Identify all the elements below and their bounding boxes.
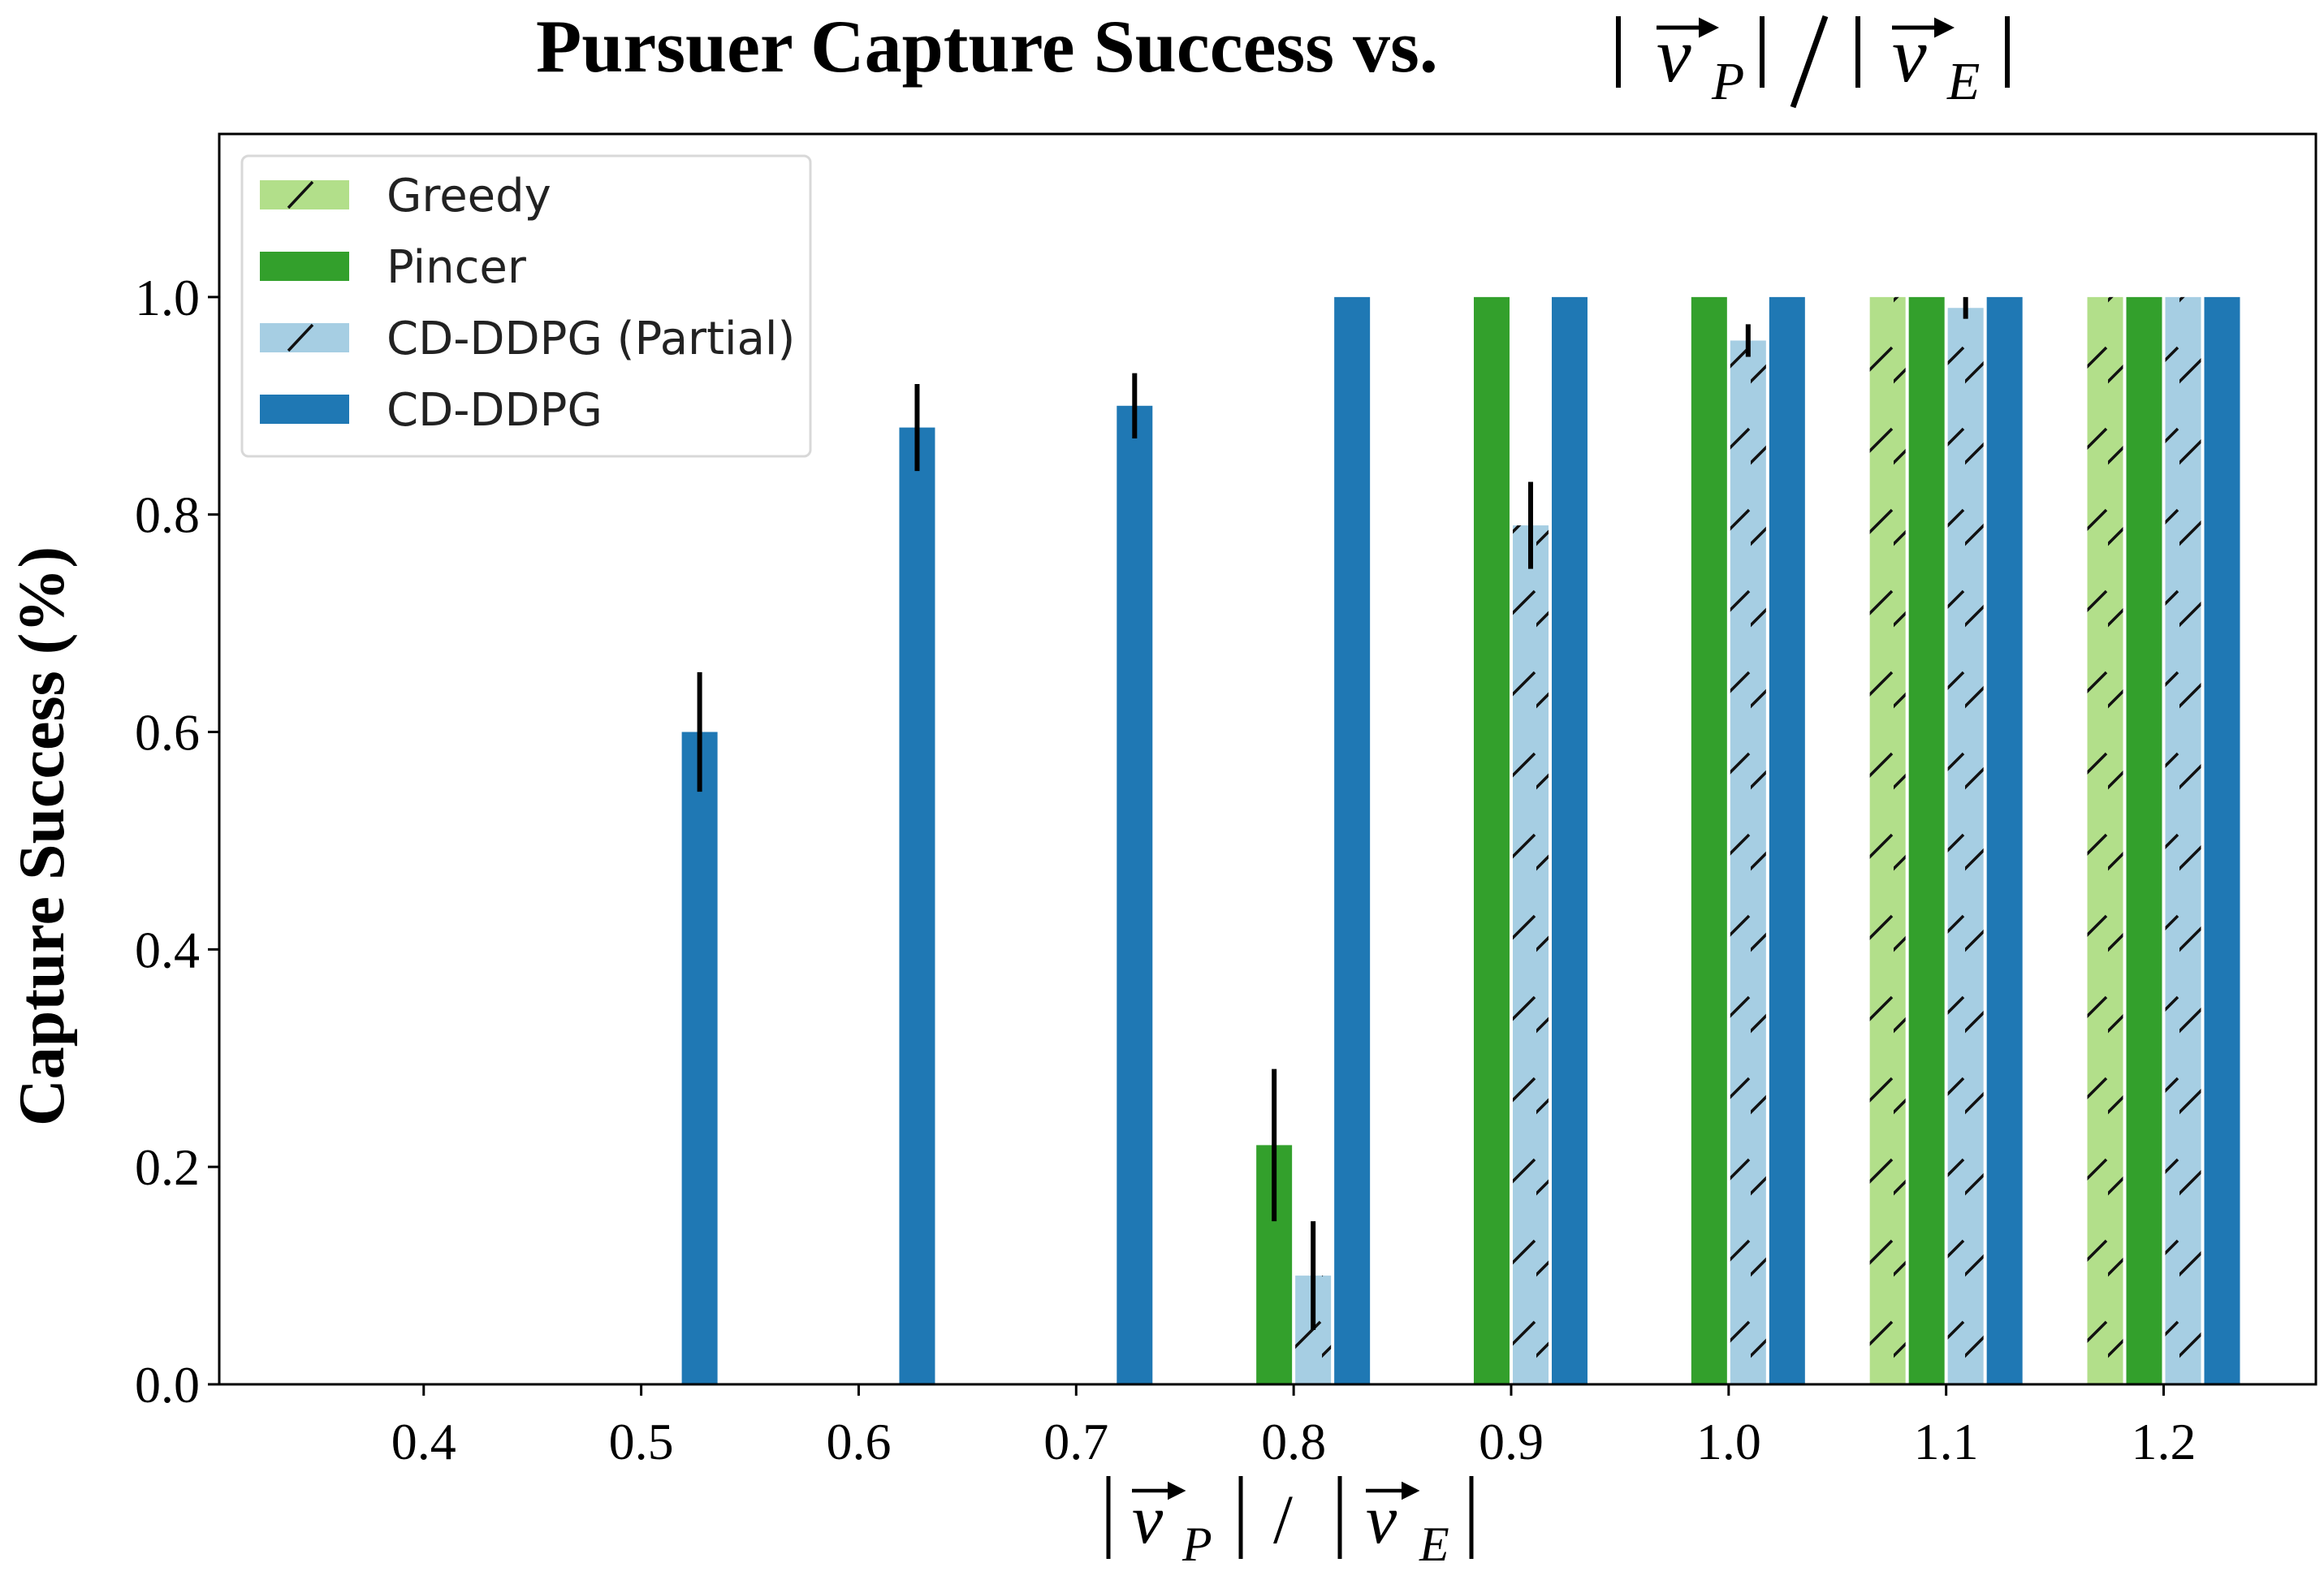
- title-velocity-symbol-e: v: [1892, 11, 1927, 98]
- bar-hatch-cd-ddpg-partial-0.9: [1512, 525, 1549, 1385]
- x-tick-label: 0.4: [391, 1413, 456, 1470]
- bar-hatch-cd-ddpg-partial-1.2: [2165, 296, 2201, 1384]
- x-tick-label: 0.9: [1479, 1413, 1544, 1470]
- title-velocity-symbol-p: v: [1657, 11, 1691, 98]
- xlabel-divider: /: [1273, 1480, 1293, 1558]
- y-tick-label: 1.0: [135, 269, 200, 326]
- bar-cd-ddpg-0.7: [1117, 405, 1153, 1385]
- y-tick-label: 0.2: [135, 1138, 200, 1196]
- x-tick-label: 0.8: [1261, 1413, 1326, 1470]
- x-tick-label: 0.5: [609, 1413, 674, 1470]
- x-tick-label: 1.2: [2132, 1413, 2197, 1470]
- bar-pincer-1.2: [2126, 296, 2162, 1384]
- x-tick-label: 1.0: [1696, 1413, 1761, 1470]
- bar-cd-ddpg-0.8: [1334, 296, 1371, 1384]
- bar-cd-ddpg-0.5: [681, 732, 718, 1384]
- plot-frame: [218, 132, 2318, 1386]
- y-tick-label: 0.6: [135, 704, 200, 762]
- bar-cd-ddpg-1.1: [1986, 296, 2023, 1384]
- legend-swatch-cd-ddpg-partial: [260, 323, 349, 352]
- x-axis-label: v P / v E: [1106, 1476, 1474, 1571]
- bar-pincer-1.0: [1691, 296, 1727, 1384]
- xlabel-velocity-symbol-e: v: [1366, 1480, 1397, 1558]
- error-bars-layer: [697, 296, 1968, 1331]
- chart-title: Pursuer Capture Success vs. v P v E: [536, 5, 2010, 111]
- legend-label-cd-ddpg-partial: CD-DDPG (Partial): [387, 313, 795, 365]
- legend: Greedy Pincer CD-DDPG (Partial) CD-DDPG: [240, 154, 812, 458]
- bar-pincer-1.1: [1908, 296, 1945, 1384]
- bar-hatch-cd-ddpg-partial-1.0: [1730, 340, 1766, 1384]
- bar-hatch-greedy-1.1: [1869, 296, 1906, 1384]
- bar-cd-ddpg-0.6: [899, 427, 935, 1385]
- legend-swatch-greedy: [260, 180, 349, 209]
- x-tick-label: 0.6: [826, 1413, 891, 1470]
- chart-title-prefix: Pursuer Capture Success vs.: [536, 5, 1438, 88]
- bar-pincer-0.9: [1473, 296, 1510, 1384]
- xlabel-subscript-p: P: [1181, 1517, 1212, 1571]
- bars-layer: [681, 296, 2240, 1385]
- legend-label-greedy: Greedy: [387, 170, 551, 222]
- bar-hatch-cd-ddpg-partial-1.1: [1947, 308, 1984, 1384]
- legend-box: [240, 154, 812, 458]
- legend-label-cd-ddpg: CD-DDPG: [387, 384, 603, 437]
- bar-cd-ddpg-1.0: [1769, 296, 1805, 1384]
- legend-swatch-hatch: [287, 180, 314, 209]
- x-tick-label: 0.7: [1043, 1413, 1108, 1470]
- bar-cd-ddpg-1.2: [2204, 296, 2240, 1384]
- x-axis-ticks: 0.4 0.5 0.6 0.7 0.8 0.9 1.0 1.1 1.2: [391, 1384, 2197, 1470]
- y-axis-label: Capture Success (%): [6, 546, 78, 1126]
- x-tick-label: 1.1: [1914, 1413, 1979, 1470]
- xlabel-velocity-symbol-p: v: [1132, 1480, 1164, 1558]
- y-tick-label: 0.0: [135, 1356, 200, 1414]
- legend-swatch-hatch: [287, 323, 314, 352]
- legend-swatch-pincer: [260, 252, 349, 281]
- divide-slash: [1790, 15, 1829, 109]
- y-axis-ticks: 0.0 0.2 0.4 0.6 0.8 1.0: [135, 269, 219, 1414]
- y-tick-label: 0.8: [135, 486, 200, 544]
- title-subscript-e: E: [1946, 52, 1980, 111]
- legend-label-pincer: Pincer: [387, 241, 527, 294]
- xlabel-subscript-e: E: [1419, 1517, 1449, 1571]
- bar-cd-ddpg-0.9: [1551, 296, 1587, 1384]
- chart-title-ratio: v P v E: [1616, 11, 2010, 111]
- legend-swatch-cd-ddpg: [260, 395, 349, 424]
- y-tick-label: 0.4: [135, 921, 200, 978]
- bar-hatch-greedy-1.2: [2087, 296, 2123, 1384]
- title-subscript-p: P: [1711, 52, 1744, 111]
- svg-text:Pursuer Capture Success vs.: Pursuer Capture Success vs.: [536, 5, 1438, 88]
